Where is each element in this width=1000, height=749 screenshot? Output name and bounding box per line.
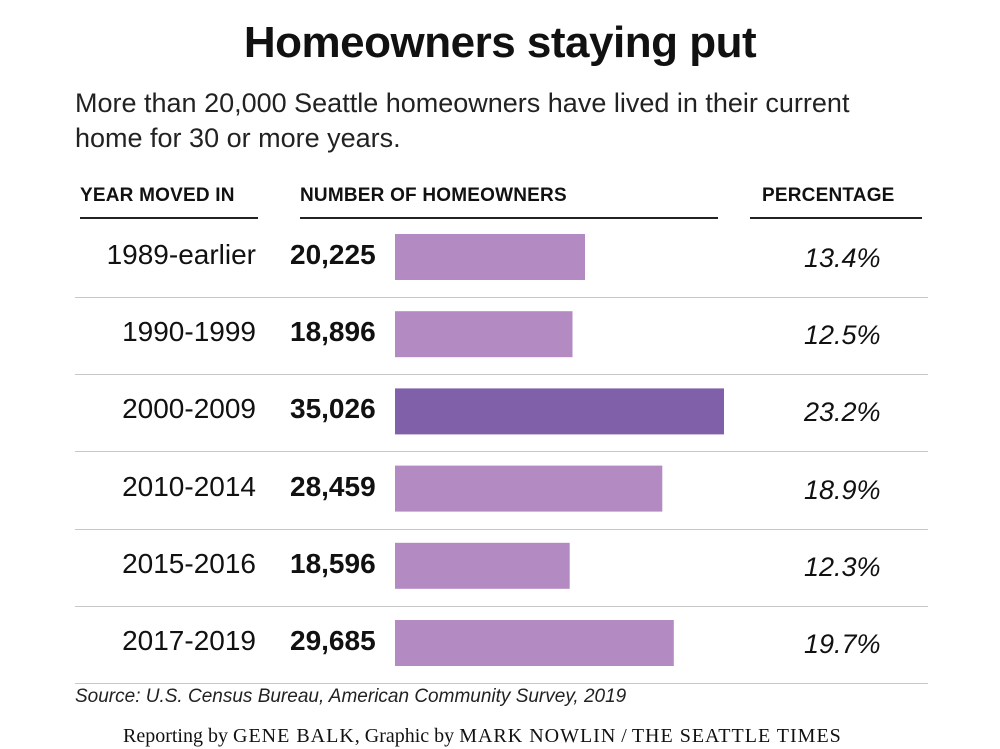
table-row: 1989-earlier 20,225 13.4% — [75, 221, 928, 298]
value-label: 18,896 — [290, 316, 376, 348]
category-label: 1989-earlier — [106, 239, 256, 270]
value-label: 18,596 — [290, 547, 376, 579]
column-header-percentage: PERCENTAGE — [750, 185, 922, 219]
table-row: 2010-2014 28,459 18.9% — [75, 453, 928, 530]
table-row: 2000-2009 35,026 23.2% — [75, 375, 928, 453]
percentage-label: 12.3% — [804, 551, 881, 582]
category-label: 1990-1999 — [122, 316, 256, 348]
credit-separator: / — [621, 725, 627, 747]
value-label: 29,685 — [290, 625, 376, 656]
credit-graphic-label: , Graphic by — [354, 725, 455, 747]
credit-outlet: THE SEATTLE TIMES — [631, 725, 842, 747]
percentage-label: 13.4% — [804, 243, 881, 273]
row-divider — [75, 683, 928, 684]
value-label: 35,026 — [290, 393, 376, 425]
chart-title: Homeowners staying put — [243, 18, 757, 67]
percentage-label: 12.5% — [804, 320, 881, 351]
table-row: 1990-1999 18,896 12.5% — [75, 298, 928, 376]
table-row: 2015-2016 18,596 12.3% — [75, 530, 928, 607]
row-divider — [75, 451, 928, 453]
credit-line: Reporting by GENE BALK, Graphic by MARK … — [123, 725, 842, 748]
credit-artist: MARK NOWLIN — [459, 725, 617, 747]
column-header-number: NUMBER OF HOMEOWNERS — [300, 185, 718, 219]
chart-subtitle: More than 20,000 Seattle homeowners have… — [75, 88, 850, 153]
percentage-label: 18.9% — [804, 474, 881, 505]
row-divider — [75, 605, 928, 607]
row-divider — [75, 297, 928, 298]
row-divider — [75, 528, 928, 530]
percentage-label: 19.7% — [804, 629, 881, 659]
category-label: 2015-2016 — [122, 547, 256, 579]
table-row: 2017-2019 29,685 19.7% — [75, 607, 928, 684]
column-header-year: YEAR MOVED IN — [80, 185, 258, 219]
row-divider — [75, 374, 928, 376]
category-label: 2000-2009 — [122, 393, 256, 425]
percentage-label: 23.2% — [804, 397, 881, 428]
category-label: 2010-2014 — [122, 470, 256, 502]
credit-reporting-label: Reporting by — [123, 725, 228, 747]
value-label: 28,459 — [290, 470, 376, 502]
value-label: 20,225 — [290, 239, 376, 270]
source-note: Source: U.S. Census Bureau, American Com… — [75, 686, 627, 707]
credit-reporter: GENE BALK — [233, 725, 355, 747]
category-label: 2017-2019 — [122, 625, 256, 656]
